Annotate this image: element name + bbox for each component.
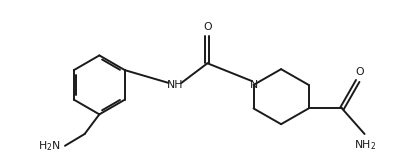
Text: H$_2$N: H$_2$N: [38, 139, 61, 153]
Text: O: O: [203, 22, 212, 32]
Text: N: N: [249, 80, 258, 90]
Text: O: O: [355, 67, 364, 77]
Text: NH$_2$: NH$_2$: [354, 138, 375, 152]
Text: NH: NH: [167, 80, 183, 90]
